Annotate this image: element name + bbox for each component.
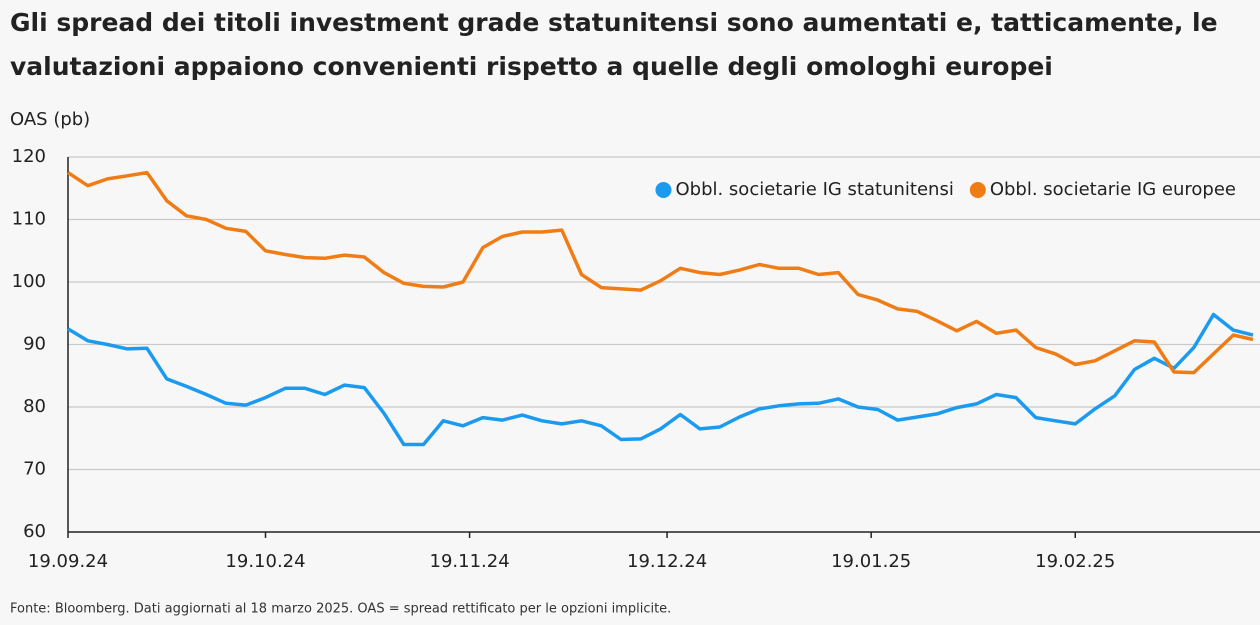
y-tick-label: 110 [12, 209, 46, 230]
x-tick-label: 19.12.24 [627, 551, 707, 572]
x-tick-label: 19.10.24 [225, 551, 305, 572]
footnote: Fonte: Bloomberg. Dati aggiornati al 18 … [10, 602, 671, 617]
x-tick-label: 19.09.24 [28, 551, 108, 572]
y-tick-label: 80 [23, 396, 46, 417]
legend: Obbl. societarie IG europee Obbl. societa… [655, 179, 1236, 200]
y-tick-label: 70 [23, 459, 46, 480]
legend-marker [655, 182, 672, 198]
series-line [67, 312, 1254, 447]
legend-marker [969, 182, 986, 198]
y-axis-label: OAS (pb) [10, 109, 90, 130]
y-tick-label: 100 [12, 271, 46, 292]
legend-label: Obbl. societarie IG europee [990, 179, 1236, 200]
y-tick-label: 90 [23, 334, 46, 355]
y-tick-label: 120 [12, 146, 46, 167]
y-tick-label: 60 [23, 521, 46, 542]
chart-title-line2: valutazioni appaiono convenienti rispett… [10, 52, 1053, 81]
x-tick-label: 19.01.25 [831, 551, 911, 572]
series-line [67, 170, 1254, 375]
legend-label: Obbl. societarie IG statunitensi [675, 179, 953, 200]
chart-title-line1: Gli spread dei titoli investment grade s… [10, 8, 1218, 37]
x-tick-label: 19.11.24 [430, 551, 510, 572]
x-tick-label: 19.02.25 [1035, 551, 1115, 572]
